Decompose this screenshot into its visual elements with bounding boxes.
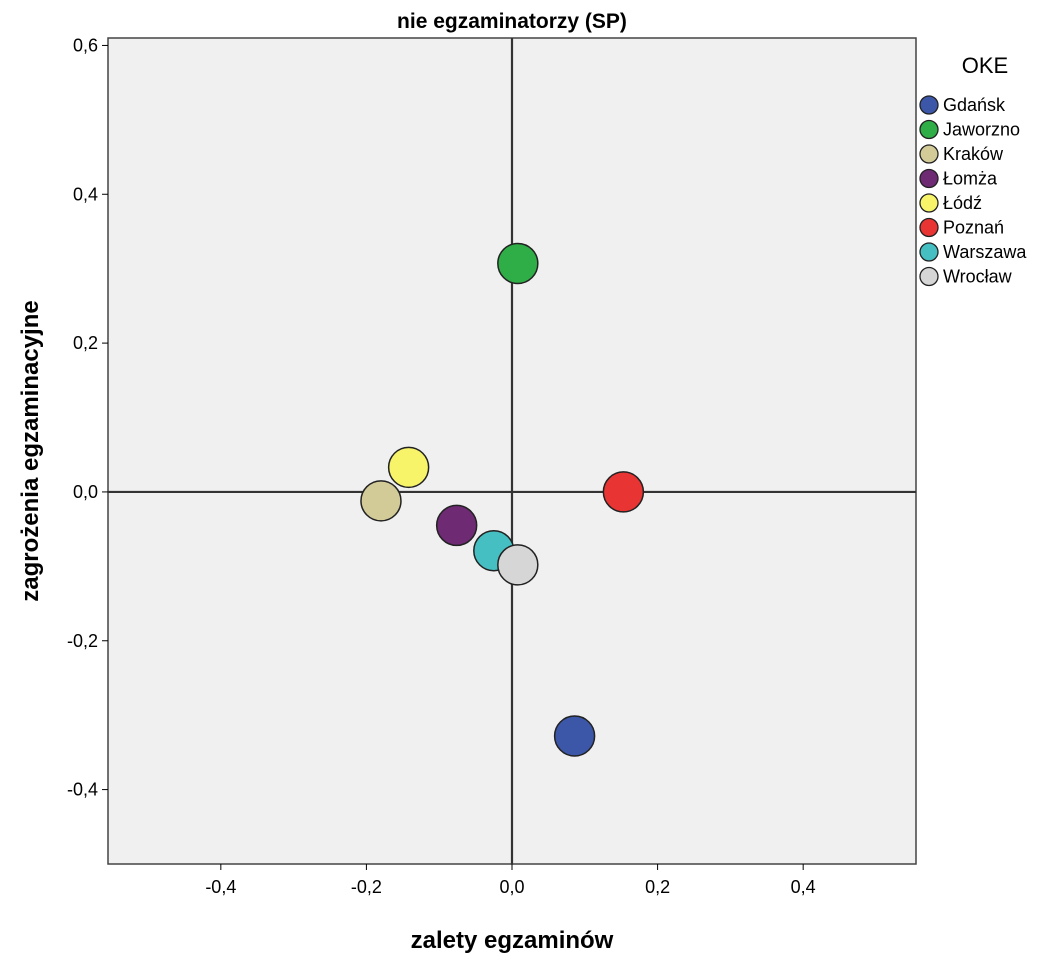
legend-item: Wrocław xyxy=(919,266,1013,287)
legend-item: Warszawa xyxy=(919,242,1027,262)
x-axis: -0,4 -0,2 0,0 0,2 0,4 xyxy=(205,864,816,897)
legend: OKE Gdańsk Jaworzno Kraków Łomża Łódź Poznań W… xyxy=(919,53,1027,287)
point-krakow xyxy=(360,480,402,522)
legend-marker xyxy=(919,144,939,164)
legend-label: Wrocław xyxy=(943,267,1013,287)
y-axis: -0,4 -0,2 0,0 0,2 0,4 0,6 xyxy=(67,35,108,800)
reference-lines xyxy=(108,38,916,864)
y-tick-label: 0,6 xyxy=(73,35,98,55)
legend-label: Łomża xyxy=(943,169,998,189)
x-tick-label: 0,0 xyxy=(499,877,524,897)
legend-marker xyxy=(919,168,939,189)
y-tick-label: -0,2 xyxy=(67,631,98,651)
y-tick-label: -0,4 xyxy=(67,780,98,800)
legend-marker xyxy=(919,193,939,213)
legend-item: Łomża xyxy=(919,168,998,189)
legend-label: Warszawa xyxy=(943,242,1027,262)
legend-item: Łódź xyxy=(919,193,982,213)
y-tick-label: 0,4 xyxy=(73,184,98,204)
point-jaworzno xyxy=(497,242,539,285)
legend-item: Poznań xyxy=(919,217,1004,238)
legend-marker xyxy=(919,217,939,238)
legend-label: Kraków xyxy=(943,144,1004,164)
y-axis-title: zagrożenia egzaminacyjne xyxy=(17,300,44,601)
point-poznan xyxy=(602,471,645,513)
x-axis-title: zalety egzaminów xyxy=(411,927,614,954)
data-points xyxy=(360,242,645,757)
point-gdansk xyxy=(553,715,596,757)
legend-label: Poznań xyxy=(943,218,1004,238)
legend-title: OKE xyxy=(962,53,1008,78)
legend-marker xyxy=(919,266,939,287)
legend-item: Jaworzno xyxy=(919,119,1020,140)
legend-marker xyxy=(919,95,939,115)
legend-marker xyxy=(919,119,939,140)
y-tick-label: 0,2 xyxy=(73,333,98,353)
legend-label: Łódź xyxy=(943,193,982,213)
legend-marker xyxy=(919,242,939,262)
legend-item: Gdańsk xyxy=(919,95,1006,115)
point-lomza xyxy=(435,504,478,547)
y-tick-label: 0,0 xyxy=(73,482,98,502)
x-tick-label: -0,4 xyxy=(205,877,236,897)
chart-title: nie egzaminatorzy (SP) xyxy=(397,10,627,33)
x-tick-label: -0,2 xyxy=(351,877,382,897)
point-lodz xyxy=(387,446,430,489)
legend-label: Gdańsk xyxy=(943,95,1006,115)
x-tick-label: 0,2 xyxy=(645,877,670,897)
x-tick-label: 0,4 xyxy=(791,877,816,897)
legend-item: Kraków xyxy=(919,144,1004,164)
legend-label: Jaworzno xyxy=(943,120,1020,140)
point-wroclaw xyxy=(497,544,539,586)
legend-items: Gdańsk Jaworzno Kraków Łomża Łódź Poznań Warsz… xyxy=(919,95,1027,287)
